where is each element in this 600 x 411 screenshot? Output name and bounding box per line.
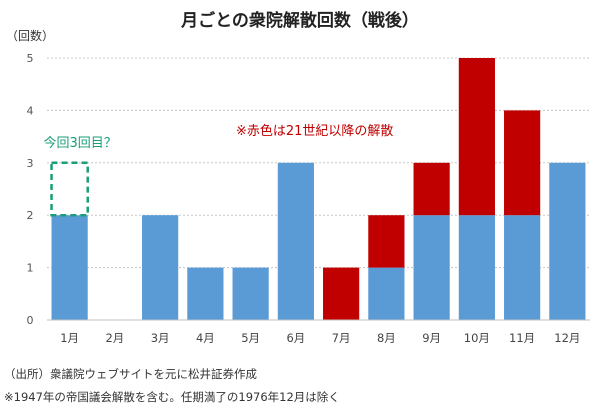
chart-title: 月ごとの衆院解散回数（戦後） — [181, 11, 419, 31]
x-tick-label: 10月 — [464, 331, 490, 345]
bar-blue-5 — [232, 267, 269, 320]
y-tick-label: 5 — [27, 52, 34, 65]
x-tick-label: 3月 — [151, 331, 170, 345]
axis-layer: （回数） 0 1 2 3 4 5 1月 2月 3月 4月 5月 6月 7月 8月 9月 10月 11月 12月 — [6, 28, 590, 345]
x-tick-label: 1月 — [60, 331, 79, 345]
bar-blue-6 — [277, 162, 314, 320]
y-tick-label: 1 — [27, 262, 34, 275]
x-tick-label: 9月 — [422, 331, 441, 345]
grid-layer — [47, 57, 590, 269]
x-tick-label: 11月 — [509, 331, 535, 345]
bar-blue-12 — [549, 162, 586, 320]
bar-blue-3 — [142, 215, 179, 320]
y-tick-label: 4 — [27, 104, 34, 117]
bars-layer — [51, 58, 586, 320]
annotation-red-note: ※赤色は21世紀以降の解散 — [236, 123, 393, 139]
annotation-layer: 今回3回目？ ※赤色は21世紀以降の解散 — [44, 123, 393, 217]
x-tick-label: 7月 — [332, 331, 351, 345]
dashed-highlight-box — [50, 161, 89, 217]
bar-red-11 — [504, 110, 541, 216]
bar-blue-8 — [368, 267, 405, 320]
bar-red-10 — [458, 58, 495, 216]
bar-blue-10 — [458, 215, 495, 320]
x-tick-label: 5月 — [241, 331, 260, 345]
x-tick-label: 2月 — [105, 331, 124, 345]
bar-red-8 — [368, 215, 405, 268]
bar-blue-4 — [187, 267, 224, 320]
bar-red-9 — [413, 162, 450, 216]
x-tick-label: 4月 — [196, 331, 215, 345]
annotation-current-label: 今回3回目？ — [44, 135, 117, 151]
y-tick-label: 0 — [27, 314, 34, 327]
x-tick-label: 12月 — [554, 331, 580, 345]
bar-blue-9 — [413, 215, 450, 320]
bar-blue-1 — [51, 215, 88, 320]
y-tick-label: 3 — [27, 157, 34, 170]
x-tick-label: 8月 — [377, 331, 396, 345]
source-note: （出所）衆議院ウェブサイトを元に松井証券作成 — [4, 367, 257, 381]
x-tick-label: 6月 — [286, 331, 305, 345]
footnote: ※1947年の帝国議会解散を含む。任期満了の1976年12月は除く — [4, 390, 340, 404]
y-axis-title: （回数） — [6, 28, 54, 43]
bar-blue-11 — [504, 215, 541, 320]
y-tick-label: 2 — [27, 209, 34, 222]
bar-red-7 — [323, 267, 360, 320]
